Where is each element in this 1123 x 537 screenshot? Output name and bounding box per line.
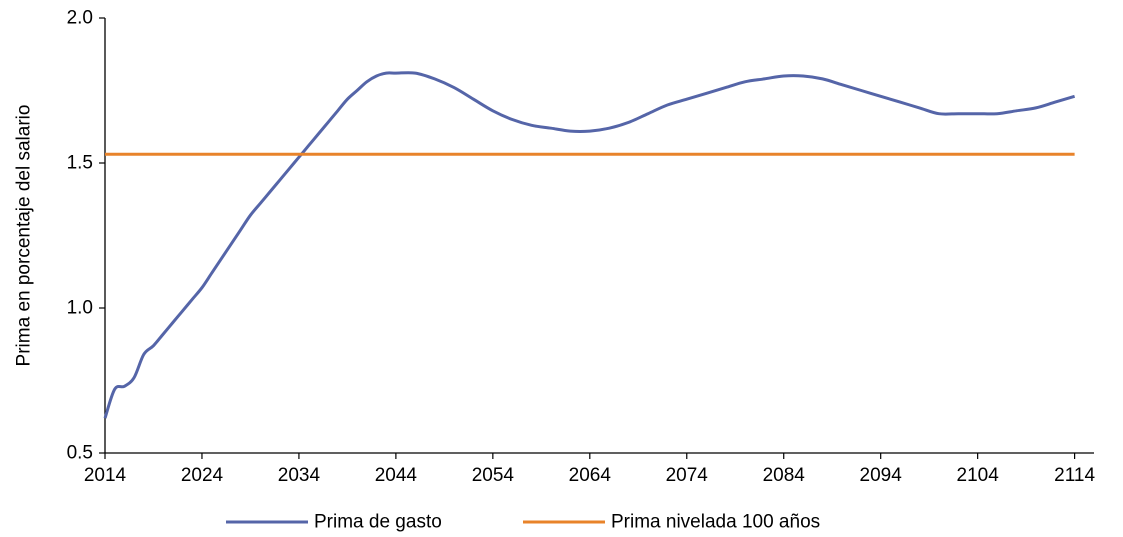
y-tick-label: 2.0 — [67, 8, 93, 29]
y-axis-title: Prima en porcentaje del salario — [14, 105, 35, 367]
y-tick-label: 0.5 — [67, 443, 93, 464]
x-tick-label: 2104 — [957, 465, 1000, 486]
x-tick-label: 2084 — [763, 465, 806, 486]
x-axis-ticks: 2014 2024 2034 2044 2054 2064 2074 2084 2094 2104… — [84, 453, 1095, 486]
legend-label: Prima nivelada 100 años — [611, 512, 820, 533]
x-tick-label: 2064 — [569, 465, 612, 486]
legend-item-prima-nivelada: Prima nivelada 100 años — [523, 512, 820, 533]
x-tick-label: 2034 — [278, 465, 321, 486]
x-tick-label: 2074 — [666, 465, 709, 486]
x-tick-label: 2114 — [1054, 465, 1095, 486]
series-layer — [103, 71, 1076, 419]
legend-item-prima-de-gasto: Prima de gasto — [226, 512, 442, 533]
y-axis-title-group: Prima en porcentaje del salario — [14, 105, 35, 367]
y-axis-ticks: 0.5 1.0 1.5 2.0 — [67, 8, 105, 464]
x-tick-label: 2094 — [860, 465, 903, 486]
x-tick-label: 2054 — [472, 465, 515, 486]
legend-label: Prima de gasto — [314, 512, 442, 533]
y-tick-label: 1.0 — [67, 298, 93, 319]
axes — [104, 18, 1094, 454]
legend: Prima de gasto Prima nivelada 100 años — [226, 512, 820, 533]
x-tick-label: 2024 — [181, 465, 224, 486]
x-tick-label: 2014 — [84, 465, 127, 486]
y-tick-label: 1.5 — [67, 153, 93, 174]
x-tick-label: 2044 — [375, 465, 418, 486]
series-line-prima-de-gasto — [103, 71, 1076, 419]
